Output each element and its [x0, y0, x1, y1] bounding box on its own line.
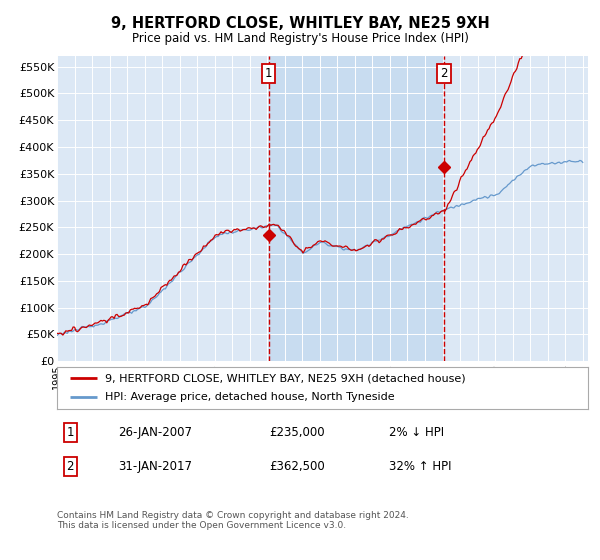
Text: 31-JAN-2017: 31-JAN-2017	[118, 460, 192, 473]
Text: £362,500: £362,500	[269, 460, 325, 473]
Text: 1: 1	[67, 426, 74, 440]
Text: 2: 2	[67, 460, 74, 473]
Text: 1: 1	[265, 67, 272, 80]
Text: 9, HERTFORD CLOSE, WHITLEY BAY, NE25 9XH: 9, HERTFORD CLOSE, WHITLEY BAY, NE25 9XH	[110, 16, 490, 31]
Text: £235,000: £235,000	[269, 426, 325, 440]
Text: HPI: Average price, detached house, North Tyneside: HPI: Average price, detached house, Nort…	[105, 393, 394, 403]
Text: Price paid vs. HM Land Registry's House Price Index (HPI): Price paid vs. HM Land Registry's House …	[131, 31, 469, 45]
Text: 32% ↑ HPI: 32% ↑ HPI	[389, 460, 451, 473]
Text: 2% ↓ HPI: 2% ↓ HPI	[389, 426, 444, 440]
Text: 26-JAN-2007: 26-JAN-2007	[118, 426, 192, 440]
Bar	[269, 56, 444, 361]
Text: 2: 2	[440, 67, 448, 80]
Text: 9, HERTFORD CLOSE, WHITLEY BAY, NE25 9XH (detached house): 9, HERTFORD CLOSE, WHITLEY BAY, NE25 9XH…	[105, 373, 466, 383]
Text: Contains HM Land Registry data © Crown copyright and database right 2024.
This d: Contains HM Land Registry data © Crown c…	[57, 511, 409, 530]
